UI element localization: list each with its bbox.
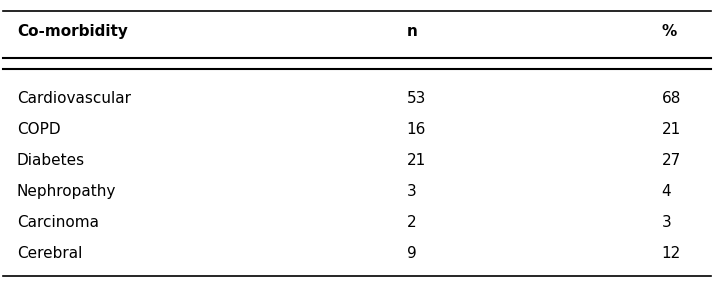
Text: 4: 4 xyxy=(662,184,671,199)
Text: Cardiovascular: Cardiovascular xyxy=(17,91,131,106)
Text: 27: 27 xyxy=(662,153,681,168)
Text: Co-morbidity: Co-morbidity xyxy=(17,24,128,39)
Text: %: % xyxy=(662,24,677,39)
Text: 21: 21 xyxy=(662,122,681,137)
Text: Carcinoma: Carcinoma xyxy=(17,215,99,230)
Text: 53: 53 xyxy=(406,91,426,106)
Text: 9: 9 xyxy=(406,246,416,261)
Text: 16: 16 xyxy=(406,122,426,137)
Text: Diabetes: Diabetes xyxy=(17,153,85,168)
Text: COPD: COPD xyxy=(17,122,61,137)
Text: 12: 12 xyxy=(662,246,681,261)
Text: 2: 2 xyxy=(406,215,416,230)
Text: n: n xyxy=(406,24,418,39)
Text: Nephropathy: Nephropathy xyxy=(17,184,116,199)
Text: 3: 3 xyxy=(406,184,416,199)
Text: 68: 68 xyxy=(662,91,681,106)
Text: 3: 3 xyxy=(662,215,671,230)
Text: Cerebral: Cerebral xyxy=(17,246,82,261)
Text: 21: 21 xyxy=(406,153,426,168)
